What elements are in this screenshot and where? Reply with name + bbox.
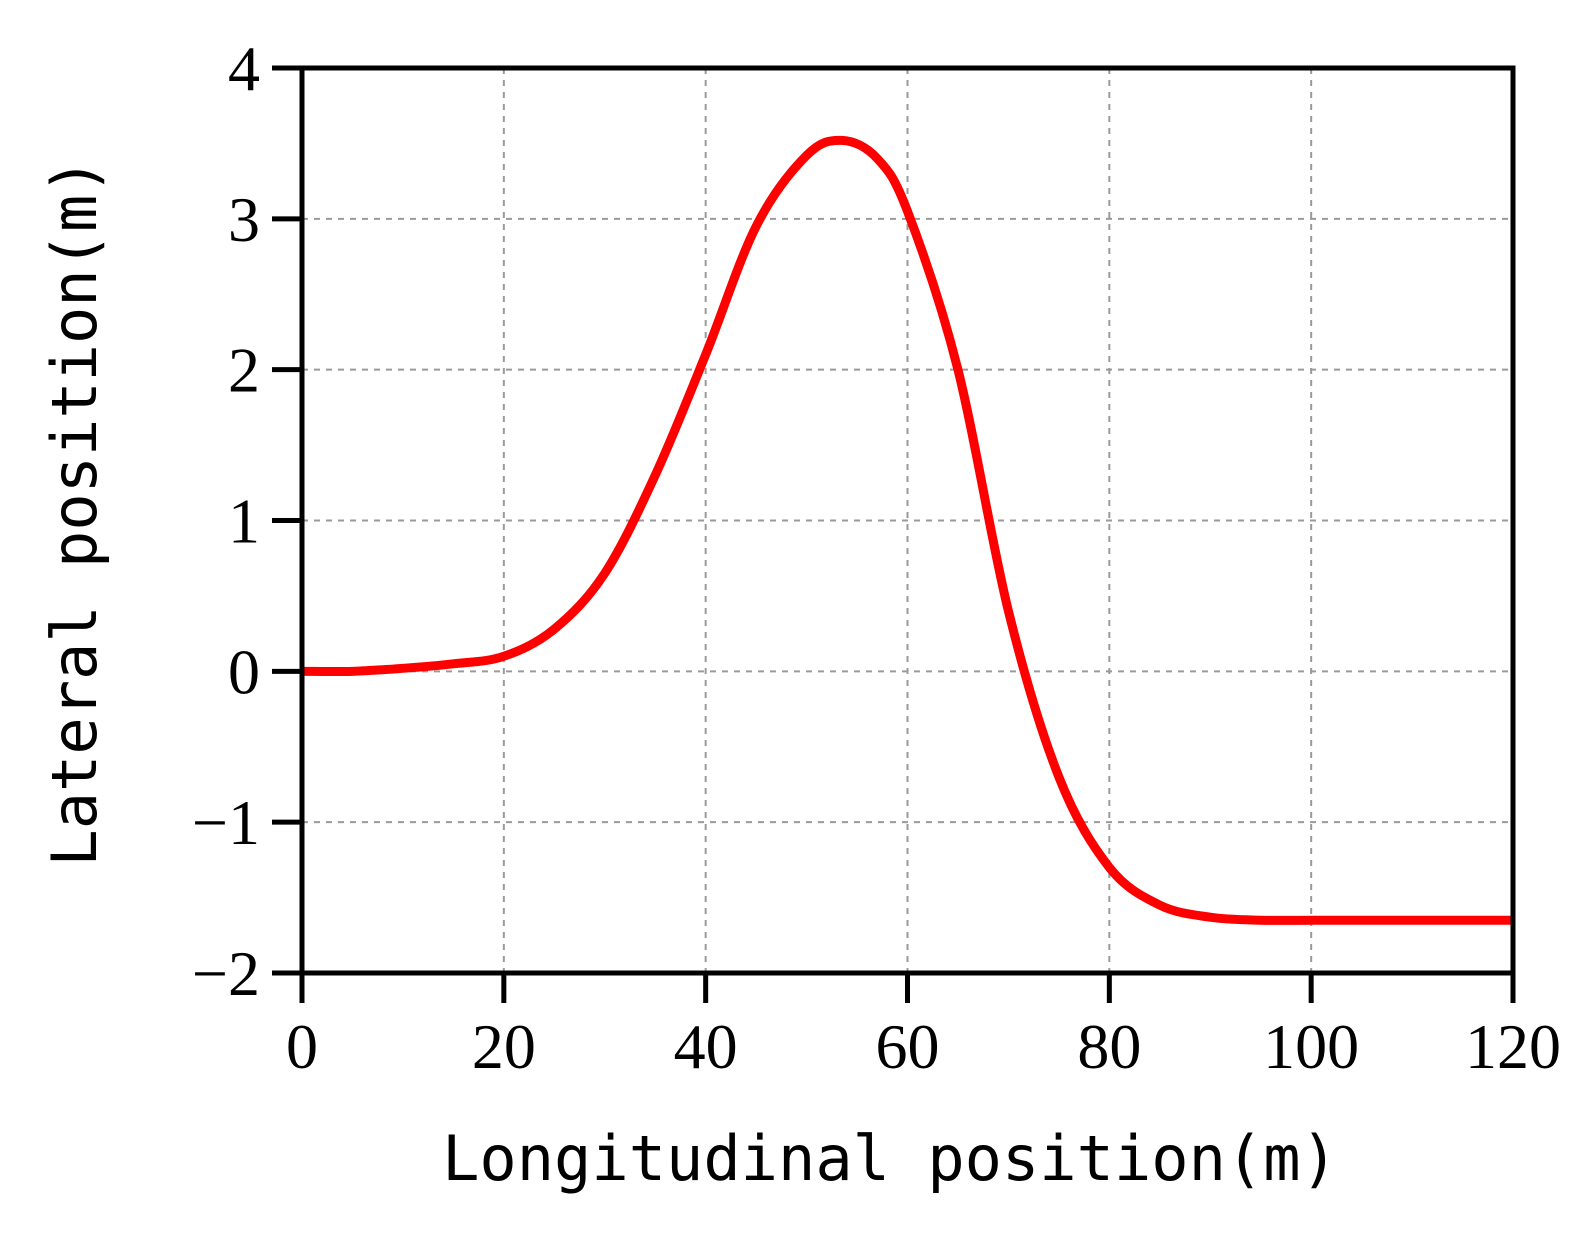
ticks xyxy=(272,65,1516,1003)
y-tick-label: 2 xyxy=(228,335,260,406)
grid xyxy=(302,68,1513,973)
y-tick-label: −2 xyxy=(192,938,260,1009)
tick-labels: 0 20 40 60 80 100 120 −2 −1 0 1 2 3 4 xyxy=(192,33,1561,1082)
series-layer xyxy=(301,135,1513,925)
y-tick-label: −1 xyxy=(192,787,260,858)
x-tick-label: 60 xyxy=(876,1011,940,1082)
x-tick-label: 40 xyxy=(674,1011,738,1082)
x-tick-label: 120 xyxy=(1465,1011,1561,1082)
x-tick-label: 80 xyxy=(1077,1011,1141,1082)
series-line xyxy=(301,135,1513,925)
x-tick-label: 100 xyxy=(1263,1011,1359,1082)
x-axis-title: Longitudinal position(m) xyxy=(442,1122,1338,1195)
x-tick-label: 20 xyxy=(472,1011,536,1082)
y-tick-label: 1 xyxy=(228,486,260,557)
y-tick-label: 4 xyxy=(228,33,260,104)
x-tick-label: 0 xyxy=(286,1011,318,1082)
y-axis-title: Lateral position(m) xyxy=(38,157,111,866)
y-tick-label: 3 xyxy=(228,184,260,255)
y-tick-label: 0 xyxy=(228,636,260,707)
